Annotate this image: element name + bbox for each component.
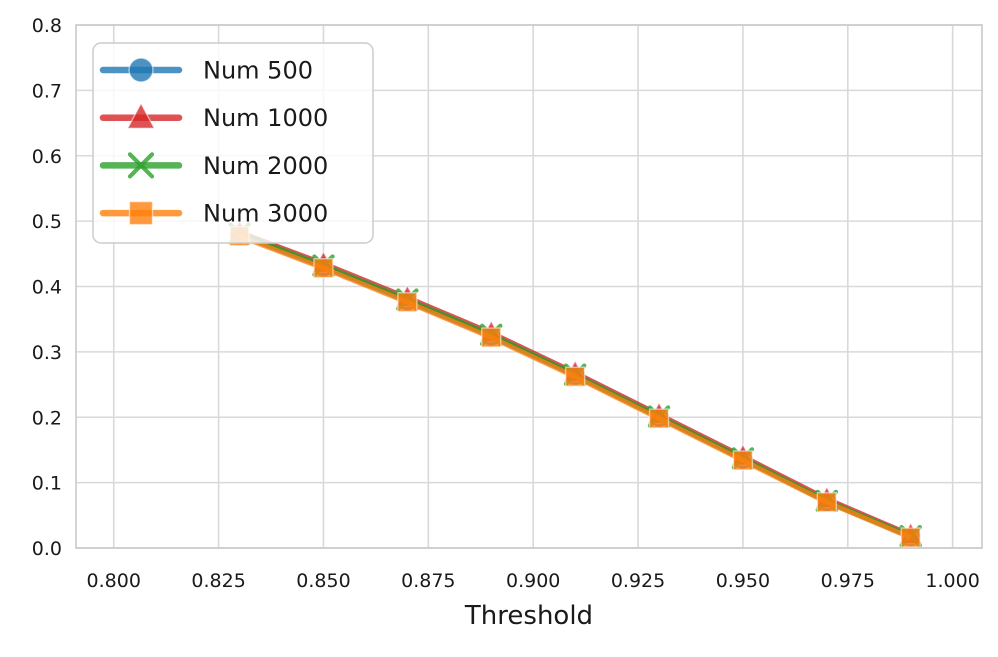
legend-entry-num-2000: Num 2000 [99,152,328,180]
legend: Num 500 Num 1000 Num 2000 Num 3000 [92,42,374,244]
x-tick-label: 0.825 [191,570,245,592]
x-tick-label: 0.800 [87,570,141,592]
legend-label: Num 2000 [203,152,328,180]
y-tick-label: 0.8 [32,15,62,37]
y-tick-label: 0.3 [32,342,62,364]
legend-label: Num 500 [203,57,313,85]
y-axis-tick-labels: 0.0 0.1 0.2 0.3 0.4 0.5 0.6 0.7 0.8 [32,15,62,560]
x-tick-label: 1.000 [925,570,979,592]
legend-entry-num-3000: Num 3000 [99,200,328,228]
x-tick-label: 0.900 [506,570,560,592]
legend-entry-num-1000: Num 1000 [99,101,328,132]
series-num-3000 [229,225,921,548]
y-tick-label: 0.2 [32,407,62,429]
plot-border [75,24,983,549]
legend-label: Num 3000 [203,200,328,228]
y-tick-label: 0.5 [32,211,62,233]
x-tick-label: 0.925 [611,570,665,592]
x-tick-label: 0.950 [716,570,770,592]
y-tick-label: 0.6 [32,146,62,168]
legend-box [92,42,374,244]
x-axis-label: Threshold [464,601,593,631]
x-tick-label: 0.875 [401,570,455,592]
legend-entry-num-500: Num 500 [99,57,313,85]
x-axis-tick-labels: 0.800 0.825 0.850 0.875 0.900 0.925 0.950 0.975… [87,570,980,592]
x-tick-label: 0.850 [296,570,350,592]
legend-label: Num 1000 [203,104,328,132]
y-tick-label: 0.0 [32,538,62,560]
y-tick-label: 0.4 [32,277,62,299]
x-tick-label: 0.975 [821,570,875,592]
y-tick-label: 0.7 [32,80,62,102]
y-tick-label: 0.1 [32,473,62,495]
